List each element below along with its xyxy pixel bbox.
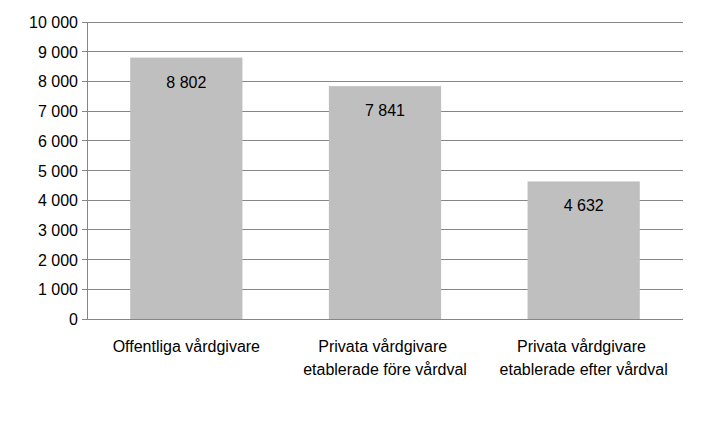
bars xyxy=(130,58,640,319)
tick-mark xyxy=(82,111,87,112)
y-axis: 0 1 000 2 000 3 000 4 000 5 000 6 000 7 000 8 00… xyxy=(29,14,683,328)
tick-label: 2 000 xyxy=(38,252,78,269)
tick-label: 6 000 xyxy=(38,133,78,150)
tick-label: 10 000 xyxy=(29,14,78,31)
tick-mark xyxy=(82,200,87,201)
grid-line xyxy=(87,51,683,52)
tick-mark xyxy=(82,51,87,52)
bar xyxy=(130,58,242,319)
data-label: 8 802 xyxy=(166,74,206,91)
tick-label: 4 000 xyxy=(38,192,78,209)
tick-mark xyxy=(82,140,87,141)
category-label: Privata vårdgivare etablerade efter vård… xyxy=(500,338,668,378)
tick-mark xyxy=(82,170,87,171)
tick-mark xyxy=(82,81,87,82)
tick-label: 8 000 xyxy=(38,73,78,90)
grid-line xyxy=(87,319,683,320)
tick-mark xyxy=(82,22,87,23)
data-label: 7 841 xyxy=(365,102,405,119)
tick-label: 1 000 xyxy=(38,281,78,298)
bar xyxy=(329,86,441,319)
tick-label: 7 000 xyxy=(38,103,78,120)
data-labels: 8 802 7 841 4 632 xyxy=(166,74,603,215)
tick-mark xyxy=(82,319,87,320)
category-label: Offentliga vårdgivare xyxy=(113,338,260,355)
x-axis: Offentliga vårdgivare Privata vårdgivare … xyxy=(113,338,668,378)
tick-mark xyxy=(82,259,87,260)
data-label: 4 632 xyxy=(564,197,604,214)
tick-label: 9 000 xyxy=(38,44,78,61)
tick-mark xyxy=(82,229,87,230)
category-label: Privata vårdgivare etablerade före vårdv… xyxy=(303,338,467,378)
tick-mark xyxy=(82,289,87,290)
y-axis-line xyxy=(87,22,88,319)
tick-label: 3 000 xyxy=(38,222,78,239)
chart-container: 0 1 000 2 000 3 000 4 000 5 000 6 000 7 000 8 00… xyxy=(0,0,703,422)
grid-line xyxy=(87,22,683,23)
x-axis-line xyxy=(87,319,683,320)
chart: 0 1 000 2 000 3 000 4 000 5 000 6 000 7 000 8 00… xyxy=(0,0,703,422)
bar xyxy=(528,181,640,319)
tick-label: 0 xyxy=(69,311,78,328)
tick-label: 5 000 xyxy=(38,163,78,180)
